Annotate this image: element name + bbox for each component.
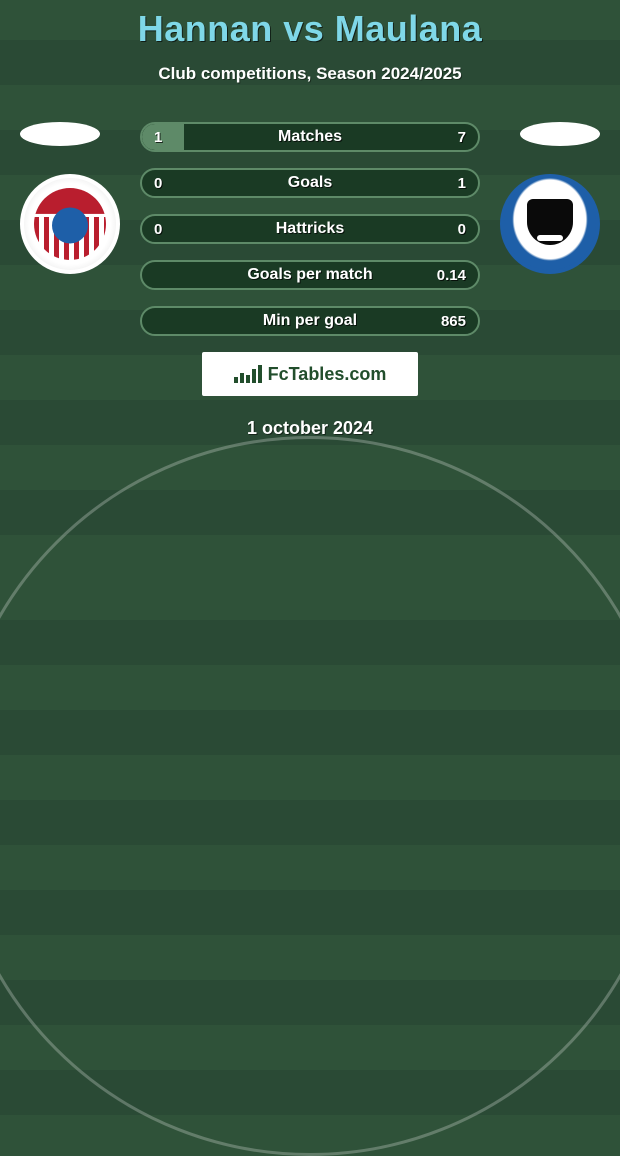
stat-bars: 1 Matches 7 0 Goals 1 0 Hattricks 0 Goal… <box>140 122 480 336</box>
sponsor-badge: FcTables.com <box>202 352 418 396</box>
stat-label: Min per goal <box>142 308 478 334</box>
stat-value-right: 1 <box>458 170 466 196</box>
content-area: 1 Matches 7 0 Goals 1 0 Hattricks 0 Goal… <box>0 122 620 439</box>
psis-logo-icon <box>527 199 573 245</box>
pitch-circle-decor <box>0 436 620 1156</box>
stat-value-right: 0 <box>458 216 466 242</box>
stat-label: Matches <box>142 124 478 150</box>
chart-bars-icon <box>234 365 262 383</box>
stat-label: Goals per match <box>142 262 478 288</box>
stat-label: Hattricks <box>142 216 478 242</box>
stat-label: Goals <box>142 170 478 196</box>
persija-logo-icon <box>34 188 106 260</box>
stat-row-matches: 1 Matches 7 <box>140 122 480 152</box>
sponsor-text: FcTables.com <box>268 364 387 385</box>
page-subtitle: Club competitions, Season 2024/2025 <box>0 64 620 84</box>
stat-row-goals-per-match: Goals per match 0.14 <box>140 260 480 290</box>
stat-value-right: 0.14 <box>437 262 466 288</box>
team-logo-left <box>20 174 120 274</box>
player-shadow-left <box>20 122 100 146</box>
stat-value-right: 865 <box>441 308 466 334</box>
date-text: 1 october 2024 <box>0 418 620 439</box>
stat-row-min-per-goal: Min per goal 865 <box>140 306 480 336</box>
stat-row-goals: 0 Goals 1 <box>140 168 480 198</box>
page-title: Hannan vs Maulana <box>0 8 620 50</box>
header: Hannan vs Maulana Club competitions, Sea… <box>0 0 620 84</box>
player-shadow-right <box>520 122 600 146</box>
team-logo-right <box>500 174 600 274</box>
stat-value-right: 7 <box>458 124 466 150</box>
stat-row-hattricks: 0 Hattricks 0 <box>140 214 480 244</box>
